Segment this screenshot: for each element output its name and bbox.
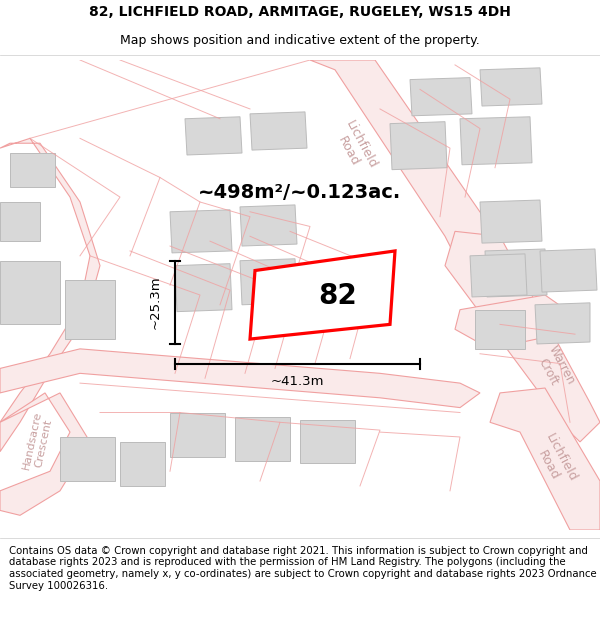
Polygon shape bbox=[240, 259, 297, 305]
Polygon shape bbox=[455, 295, 580, 349]
Text: 82: 82 bbox=[318, 282, 357, 310]
Text: Contains OS data © Crown copyright and database right 2021. This information is : Contains OS data © Crown copyright and d… bbox=[9, 546, 596, 591]
Polygon shape bbox=[235, 418, 290, 461]
Polygon shape bbox=[10, 153, 55, 188]
Polygon shape bbox=[65, 280, 115, 339]
Polygon shape bbox=[250, 251, 395, 339]
Polygon shape bbox=[300, 421, 355, 463]
Polygon shape bbox=[0, 393, 90, 515]
Polygon shape bbox=[535, 303, 590, 344]
Polygon shape bbox=[310, 60, 500, 266]
Polygon shape bbox=[480, 68, 542, 106]
Polygon shape bbox=[480, 200, 542, 243]
Polygon shape bbox=[445, 231, 600, 442]
Text: ~498m²/~0.123ac.: ~498m²/~0.123ac. bbox=[199, 182, 401, 202]
Polygon shape bbox=[470, 254, 527, 297]
Polygon shape bbox=[60, 437, 115, 481]
Polygon shape bbox=[185, 117, 242, 155]
Polygon shape bbox=[175, 264, 232, 312]
Text: Warren
Croft: Warren Croft bbox=[533, 343, 577, 394]
Polygon shape bbox=[170, 412, 225, 456]
Polygon shape bbox=[540, 249, 597, 292]
Text: Lichfield
Road: Lichfield Road bbox=[330, 118, 380, 178]
Polygon shape bbox=[410, 78, 472, 116]
Polygon shape bbox=[390, 122, 447, 169]
Text: Lichfield
Road: Lichfield Road bbox=[530, 432, 580, 491]
Polygon shape bbox=[0, 138, 100, 452]
Polygon shape bbox=[485, 249, 547, 297]
Polygon shape bbox=[460, 117, 532, 165]
Text: Handsacre
Crescent: Handsacre Crescent bbox=[21, 411, 55, 473]
Polygon shape bbox=[120, 442, 165, 486]
Polygon shape bbox=[170, 210, 232, 253]
Text: ~25.3m: ~25.3m bbox=[149, 276, 161, 329]
Polygon shape bbox=[240, 205, 297, 246]
Text: ~41.3m: ~41.3m bbox=[271, 375, 324, 388]
Polygon shape bbox=[475, 309, 525, 349]
Text: Map shows position and indicative extent of the property.: Map shows position and indicative extent… bbox=[120, 34, 480, 48]
Polygon shape bbox=[0, 202, 40, 241]
Text: 82, LICHFIELD ROAD, ARMITAGE, RUGELEY, WS15 4DH: 82, LICHFIELD ROAD, ARMITAGE, RUGELEY, W… bbox=[89, 5, 511, 19]
Polygon shape bbox=[250, 112, 307, 150]
Polygon shape bbox=[0, 261, 60, 324]
Polygon shape bbox=[0, 349, 480, 408]
Polygon shape bbox=[490, 388, 600, 530]
